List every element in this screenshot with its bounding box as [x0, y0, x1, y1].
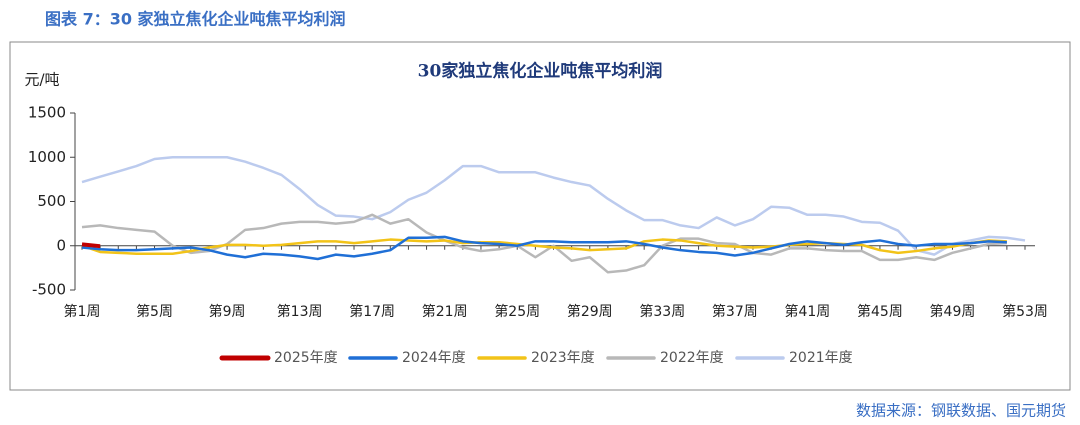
chart-frame	[9, 41, 1071, 391]
x-tick-label: 第53周	[1002, 303, 1048, 320]
y-tick-label: 500	[37, 192, 66, 210]
x-tick-label: 第21周	[422, 303, 468, 320]
x-tick-label: 第45周	[857, 303, 903, 320]
legend-label: 2023年度	[531, 350, 595, 366]
x-tick-label: 第25周	[494, 303, 540, 320]
y-tick-label: 0	[56, 236, 66, 254]
series-line	[81, 242, 101, 249]
legend-label: 2025年度	[274, 350, 338, 366]
figure-header: 图表 7：30 家独立焦化企业吨焦平均利润	[45, 10, 346, 29]
x-tick-label: 第49周	[930, 303, 976, 320]
y-tick-label: -500	[32, 281, 66, 299]
series-line	[81, 156, 1026, 256]
legend-label: 2024年度	[402, 350, 466, 366]
x-tick-label: 第9周	[209, 303, 246, 320]
x-tick-label: 第17周	[349, 303, 395, 320]
x-tick-label: 第29周	[567, 303, 613, 320]
x-tick-label: 第5周	[136, 303, 173, 320]
y-tick-label: 1000	[28, 148, 66, 166]
chart-title: 30家独立焦化企业吨焦平均利润	[418, 61, 663, 82]
y-axis-label: 元/吨	[24, 71, 59, 89]
series-line	[81, 213, 1007, 274]
legend-label: 2022年度	[660, 350, 724, 366]
x-tick-label: 第33周	[639, 303, 685, 320]
x-tick-label: 第41周	[784, 303, 830, 320]
x-tick-label: 第1周	[64, 303, 101, 320]
series-line	[81, 235, 1007, 261]
legend-label: 2021年度	[789, 350, 853, 366]
x-tick-label: 第37周	[712, 303, 758, 320]
source-note: 数据来源：钢联数据、国元期货	[856, 402, 1066, 420]
y-tick-label: 1500	[28, 104, 66, 122]
x-tick-label: 第13周	[277, 303, 323, 320]
